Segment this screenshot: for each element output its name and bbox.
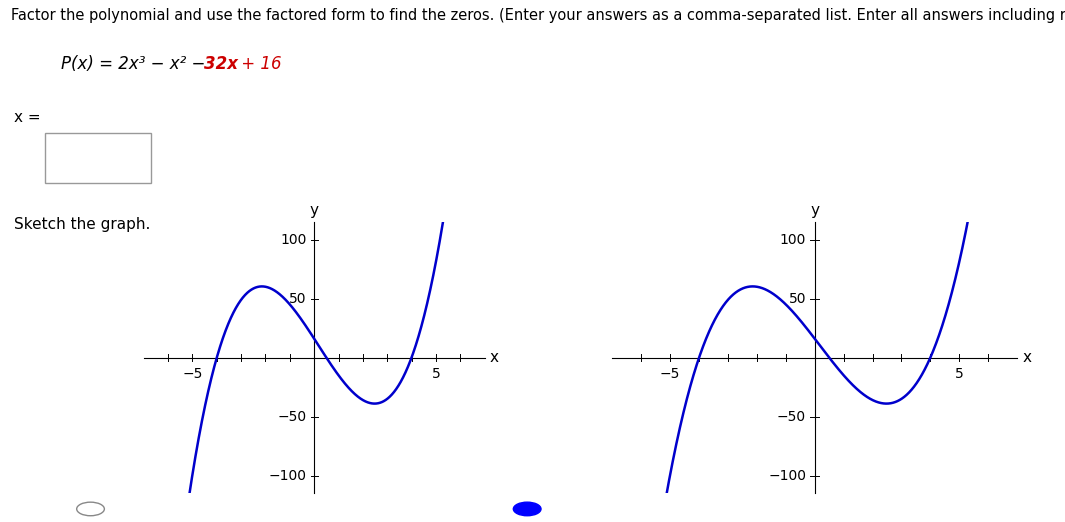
Text: y: y — [810, 203, 819, 218]
Text: 50: 50 — [290, 292, 307, 305]
Text: Factor the polynomial and use the factored form to find the zeros. (Enter your a: Factor the polynomial and use the factor… — [11, 8, 1065, 23]
Text: −50: −50 — [278, 410, 307, 423]
Text: 100: 100 — [280, 233, 307, 246]
Text: −100: −100 — [268, 469, 307, 482]
Text: 100: 100 — [780, 233, 806, 246]
Text: + 16: + 16 — [236, 55, 282, 73]
Text: −100: −100 — [768, 469, 806, 482]
Text: Sketch the graph.: Sketch the graph. — [14, 217, 150, 232]
Text: x =: x = — [14, 110, 40, 125]
Text: −5: −5 — [660, 367, 681, 381]
Text: y: y — [310, 203, 318, 218]
Text: x: x — [490, 350, 498, 365]
Text: 50: 50 — [788, 292, 806, 305]
Text: 5: 5 — [431, 367, 440, 381]
Text: P(x) = 2x³ − x² −: P(x) = 2x³ − x² − — [61, 55, 210, 73]
Text: x: x — [1022, 350, 1032, 365]
Text: −5: −5 — [182, 367, 202, 381]
Text: 32x: 32x — [204, 55, 239, 73]
Text: −50: −50 — [777, 410, 806, 423]
Text: 5: 5 — [955, 367, 964, 381]
